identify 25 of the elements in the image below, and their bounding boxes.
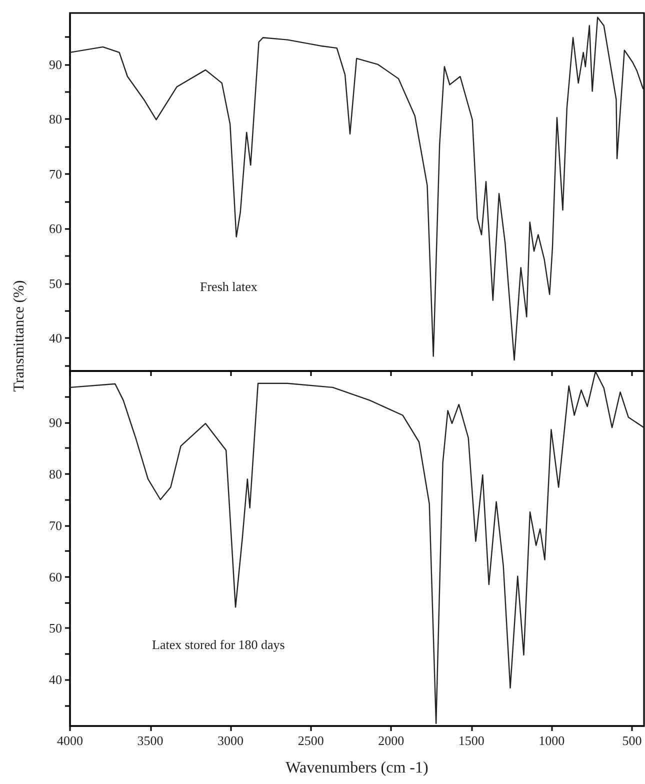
x-tick-label: 3500 bbox=[137, 733, 164, 748]
y-tick-label: 40 bbox=[49, 672, 62, 688]
x-tick-label: 2000 bbox=[378, 733, 404, 748]
y-tick-label: 40 bbox=[49, 330, 62, 346]
annotation: Fresh latex bbox=[200, 279, 258, 294]
line-series bbox=[69, 16, 644, 361]
y-tick-label: 50 bbox=[49, 620, 62, 636]
x-tick-label: 4000 bbox=[57, 733, 83, 748]
y-tick-label: 90 bbox=[49, 56, 62, 72]
y-tick-label: 50 bbox=[49, 276, 62, 291]
y-axis-title: Transmittance (%) bbox=[12, 280, 28, 392]
x-tick-label: 2500 bbox=[298, 733, 324, 748]
x-tick-label: 1000 bbox=[538, 733, 565, 748]
y-tick-label: 70 bbox=[49, 166, 62, 182]
y-tick-label: 60 bbox=[49, 569, 62, 584]
x-tick-label: 3000 bbox=[218, 733, 244, 748]
x-axis-title: Wavenumbers (cm -1) bbox=[286, 760, 428, 776]
x-tick-label: 500 bbox=[622, 733, 642, 748]
x-tick-label: 1500 bbox=[458, 733, 484, 748]
y-tick-label: 70 bbox=[49, 518, 62, 533]
y-tick-label: 90 bbox=[49, 414, 62, 430]
y-tick-label: 60 bbox=[49, 221, 62, 236]
y-tick-label: 80 bbox=[49, 112, 62, 127]
annotation: Latex stored for 180 days bbox=[152, 637, 285, 652]
y-tick-label: 80 bbox=[49, 466, 62, 482]
